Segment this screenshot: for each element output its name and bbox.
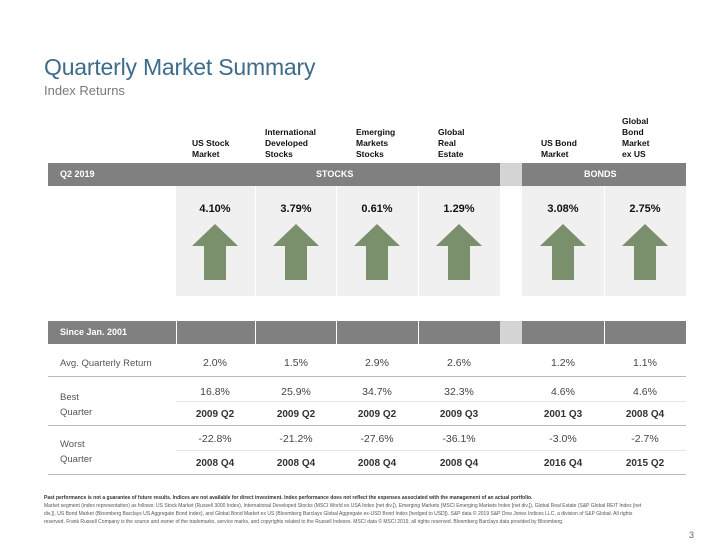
quarter-label: Q2 2019 bbox=[60, 169, 95, 179]
best-quarter-label: Best Quarter bbox=[60, 392, 93, 418]
worst-q-us-bond: 2016 Q4 bbox=[543, 458, 583, 469]
worst-us-bond: -3.0% bbox=[549, 433, 577, 445]
up-arrow-icon bbox=[622, 224, 668, 280]
worst-q-global-real-estate: 2008 Q4 bbox=[439, 458, 479, 469]
worst-global-real-estate: -36.1% bbox=[442, 433, 476, 445]
worst-global-bond: -2.7% bbox=[631, 433, 659, 445]
row-divider bbox=[176, 450, 686, 451]
row-divider bbox=[48, 376, 686, 377]
footnote-index-sources: Market segment (index representation) as… bbox=[44, 503, 642, 525]
avg-intl-developed: 1.5% bbox=[284, 357, 308, 369]
worst-q-global-bond: 2015 Q2 bbox=[625, 458, 665, 469]
best-intl-developed: 25.9% bbox=[281, 386, 311, 398]
return-global-real-estate: 1.29% bbox=[443, 203, 475, 215]
divider bbox=[604, 321, 605, 344]
up-arrow-icon bbox=[540, 224, 586, 280]
return-intl-developed: 3.79% bbox=[280, 203, 312, 215]
worst-quarter-label: Worst Quarter bbox=[60, 439, 93, 465]
avg-us-bond: 1.2% bbox=[551, 357, 575, 369]
return-emerging: 0.61% bbox=[361, 203, 393, 215]
up-arrow-icon bbox=[436, 224, 482, 280]
up-arrow-icon bbox=[273, 224, 319, 280]
best-q-intl-developed: 2009 Q2 bbox=[276, 409, 316, 420]
best-us-stock: 16.8% bbox=[200, 386, 230, 398]
worst-emerging: -27.6% bbox=[360, 433, 394, 445]
worst-q-intl-developed: 2008 Q4 bbox=[276, 458, 316, 469]
quarter-header-bar: Q2 2019 STOCKS bbox=[48, 163, 500, 186]
divider bbox=[604, 186, 605, 296]
best-emerging: 34.7% bbox=[362, 386, 392, 398]
return-global-bond: 2.75% bbox=[629, 203, 661, 215]
column-header-emerging: Emerging Markets Stocks bbox=[356, 127, 396, 159]
divider bbox=[336, 186, 337, 296]
since-header-bar: Since Jan. 2001 bbox=[48, 321, 500, 344]
avg-us-stock: 2.0% bbox=[203, 357, 227, 369]
since-label: Since Jan. 2001 bbox=[60, 327, 128, 337]
divider bbox=[255, 186, 256, 296]
divider bbox=[336, 321, 337, 344]
bonds-header-bar: BONDS bbox=[522, 163, 686, 186]
column-header-global-bond: Global Bond Market ex US bbox=[622, 116, 650, 159]
best-global-real-estate: 32.3% bbox=[444, 386, 474, 398]
up-arrow-icon bbox=[354, 224, 400, 280]
page-number: 3 bbox=[688, 530, 694, 540]
divider bbox=[418, 321, 419, 344]
footnote-disclaimer: Past performance is not a guarantee of f… bbox=[44, 495, 533, 501]
up-arrow-icon bbox=[192, 224, 238, 280]
best-q-global-bond: 2008 Q4 bbox=[625, 409, 665, 420]
best-us-bond: 4.6% bbox=[551, 386, 575, 398]
best-global-bond: 4.6% bbox=[633, 386, 657, 398]
return-us-bond: 3.08% bbox=[547, 203, 579, 215]
worst-q-us-stock: 2008 Q4 bbox=[195, 458, 235, 469]
avg-global-real-estate: 2.6% bbox=[447, 357, 471, 369]
best-q-us-stock: 2009 Q2 bbox=[195, 409, 235, 420]
best-q-emerging: 2009 Q2 bbox=[357, 409, 397, 420]
column-header-us-bond: US Bond Market bbox=[541, 138, 577, 159]
stocks-label: STOCKS bbox=[316, 169, 354, 179]
avg-global-bond: 1.1% bbox=[633, 357, 657, 369]
column-header-global-real-estate: Global Real Estate bbox=[438, 127, 465, 159]
since-header-gap bbox=[500, 321, 522, 344]
best-q-us-bond: 2001 Q3 bbox=[543, 409, 583, 420]
divider bbox=[255, 321, 256, 344]
page-subtitle: Index Returns bbox=[44, 83, 125, 98]
avg-return-label: Avg. Quarterly Return bbox=[60, 358, 152, 369]
worst-us-stock: -22.8% bbox=[198, 433, 232, 445]
bonds-label: BONDS bbox=[584, 169, 617, 179]
worst-intl-developed: -21.2% bbox=[279, 433, 313, 445]
row-divider bbox=[48, 425, 686, 426]
header-gap bbox=[500, 163, 522, 186]
return-us-stock: 4.10% bbox=[199, 203, 231, 215]
worst-q-emerging: 2008 Q4 bbox=[357, 458, 397, 469]
best-q-global-real-estate: 2009 Q3 bbox=[439, 409, 479, 420]
column-header-us-stock: US Stock Market bbox=[192, 138, 230, 159]
page-title: Quarterly Market Summary bbox=[44, 54, 316, 80]
divider bbox=[418, 186, 419, 296]
footnote: Past performance is not a guarantee of f… bbox=[44, 494, 644, 526]
column-header-intl-developed: International Developed Stocks bbox=[265, 127, 317, 159]
divider bbox=[176, 321, 177, 344]
row-divider bbox=[48, 474, 686, 475]
avg-emerging: 2.9% bbox=[365, 357, 389, 369]
row-divider bbox=[176, 401, 686, 402]
